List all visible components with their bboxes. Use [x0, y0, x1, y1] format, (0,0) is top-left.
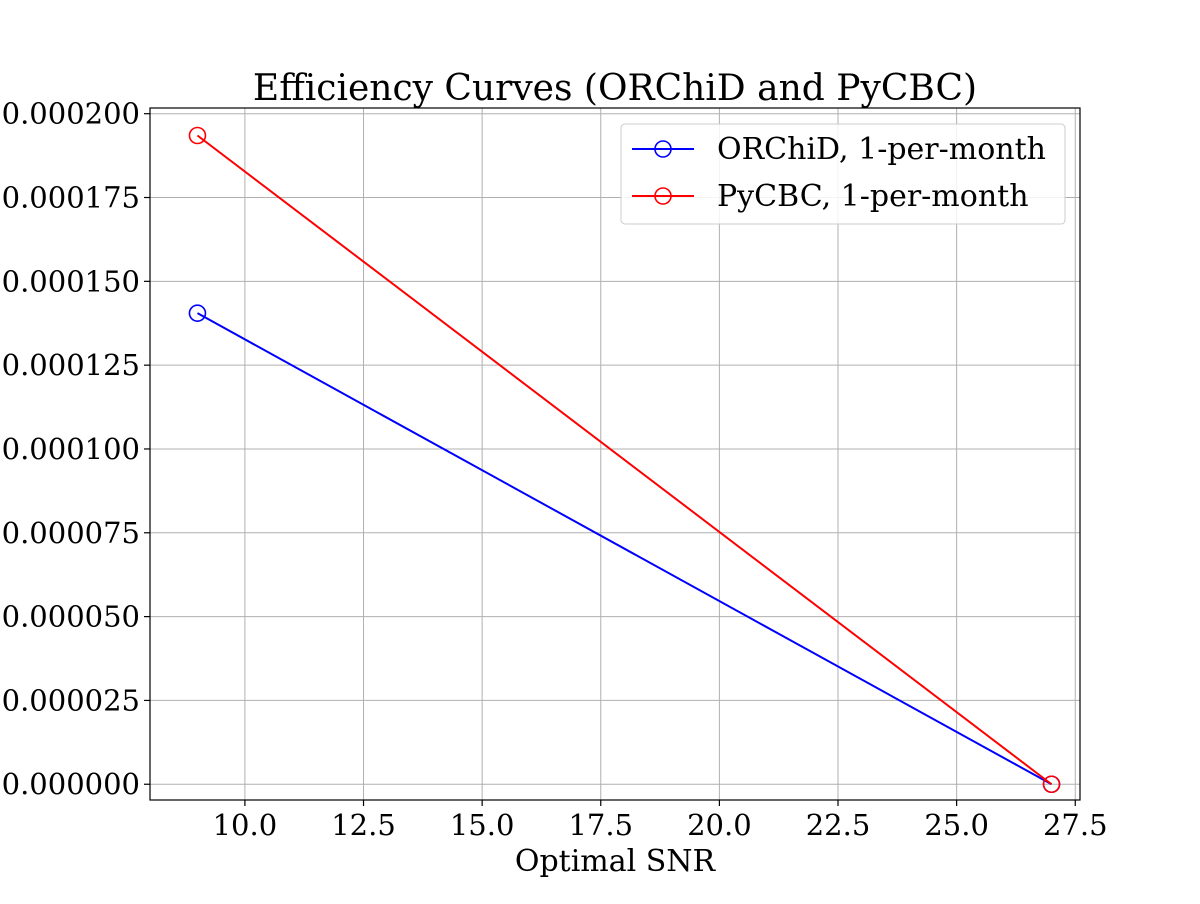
x-tick-label: 20.0	[687, 808, 752, 842]
legend-label: ORChiD, 1-per-month	[717, 132, 1046, 167]
y-tick-label: 0.000200	[2, 97, 140, 131]
chart-title: Efficiency Curves (ORChiD and PyCBC)	[253, 68, 977, 109]
y-tick-label: 0.000175	[2, 181, 140, 215]
x-tick-label: 22.5	[806, 808, 871, 842]
series-point	[188, 126, 207, 145]
y-tick-label: 0.000100	[2, 432, 140, 466]
y-tick-label: 0.000000	[2, 767, 140, 801]
y-tick-label: 0.000075	[2, 516, 140, 550]
x-tick-label: 10.0	[213, 808, 278, 842]
series-point	[1042, 775, 1061, 794]
x-axis-label: Optimal SNR	[515, 844, 717, 879]
series-line	[196, 312, 1053, 786]
series-layer	[188, 126, 1061, 794]
y-tick-label: 0.000025	[2, 683, 140, 717]
y-tick-label: 0.000150	[2, 264, 140, 298]
plot-frame	[149, 107, 1081, 801]
legend-marker	[654, 140, 672, 158]
y-tick-label: 0.000125	[2, 348, 140, 382]
x-tick-label: 25.0	[924, 808, 989, 842]
legend-box	[620, 123, 1066, 225]
y-tick-label: 0.000050	[2, 600, 140, 634]
series-point	[188, 304, 207, 322]
x-tick-label: 27.5	[1043, 808, 1108, 842]
legend-label: PyCBC, 1-per-month	[717, 179, 1029, 214]
tick-layer: 10.0 12.5 15.0 17.5 20.0 22.5 25.0 27.5 0.000000…	[2, 97, 1108, 842]
x-tick-label: 17.5	[568, 808, 633, 842]
legend: ORChiD, 1-per-month PyCBC, 1-per-month	[620, 123, 1066, 225]
x-tick-label: 15.0	[450, 808, 515, 842]
x-tick-label: 12.5	[331, 808, 396, 842]
legend-marker	[654, 187, 672, 205]
series-line	[196, 134, 1053, 786]
